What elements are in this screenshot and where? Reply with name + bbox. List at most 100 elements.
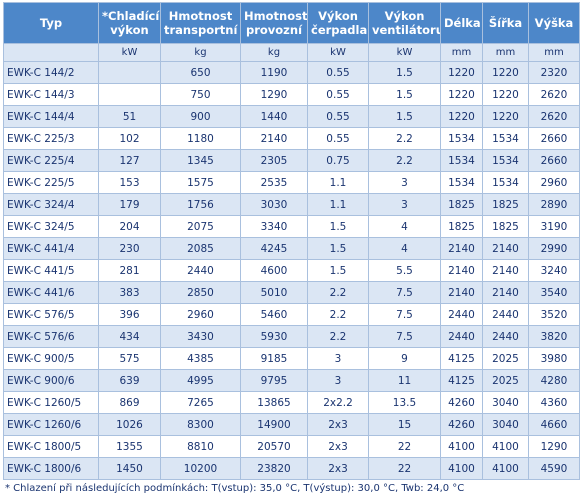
unit-cell: kW xyxy=(368,43,441,62)
data-cell: 7.5 xyxy=(368,281,441,304)
unit-cell: mm xyxy=(528,43,580,62)
data-cell: 4260 xyxy=(440,413,483,436)
data-cell: 2440 xyxy=(160,259,241,282)
data-cell: 127 xyxy=(98,149,161,172)
data-cell: 9795 xyxy=(240,369,308,392)
data-cell: 1190 xyxy=(240,61,308,84)
data-cell: 11 xyxy=(368,369,441,392)
data-cell: EWK-C 900/5 xyxy=(3,347,99,370)
header-cell: Hmotnost transportní xyxy=(160,2,241,44)
header-line: Výška xyxy=(534,16,574,30)
data-cell: 1220 xyxy=(440,61,483,84)
data-cell: EWK-C 225/5 xyxy=(3,171,99,194)
header-cell: Výkon ventilátoru xyxy=(368,2,441,44)
data-cell: 900 xyxy=(160,105,241,128)
data-cell: 2140 xyxy=(240,127,308,150)
data-cell: 1534 xyxy=(440,149,483,172)
data-cell: EWK-C 225/4 xyxy=(3,149,99,172)
data-cell: 2960 xyxy=(528,171,580,194)
data-cell: EWK-C 1800/6 xyxy=(3,457,99,480)
data-cell: 1825 xyxy=(482,193,529,216)
data-cell: 2.2 xyxy=(307,303,369,326)
data-row: EWK-C 441/6 383 2850 5010 2.2 7.5 2140 2140 3540 xyxy=(3,281,580,304)
data-cell: 281 xyxy=(98,259,161,282)
data-cell: 8810 xyxy=(160,435,241,458)
data-row: EWK-C 324/5 204 2075 3340 1.5 4 1825 1825 3190 xyxy=(3,215,580,238)
data-cell: 4360 xyxy=(528,391,580,414)
data-cell: 2305 xyxy=(240,149,308,172)
data-cell: 2.2 xyxy=(307,325,369,348)
data-cell: 1534 xyxy=(482,127,529,150)
data-row: EWK-C 1260/6 1026 8300 14900 2x3 15 4260 3040 46… xyxy=(3,413,580,436)
data-cell: 2620 xyxy=(528,83,580,106)
data-cell: 1534 xyxy=(482,171,529,194)
data-cell: 2140 xyxy=(440,281,483,304)
data-cell: 2.2 xyxy=(368,127,441,150)
data-cell: 1.1 xyxy=(307,171,369,194)
header-cell: *Chladící výkon xyxy=(98,2,161,44)
data-cell: 1345 xyxy=(160,149,241,172)
data-cell: 1.5 xyxy=(307,259,369,282)
data-cell: 1575 xyxy=(160,171,241,194)
header-cell: Šířka xyxy=(482,2,529,44)
data-cell: 230 xyxy=(98,237,161,260)
data-row: EWK-C 1800/5 1355 8810 20570 2x3 22 4100 4100 12… xyxy=(3,435,580,458)
data-cell: 4995 xyxy=(160,369,241,392)
data-cell: 7.5 xyxy=(368,303,441,326)
data-cell: 3540 xyxy=(528,281,580,304)
data-cell: 102 xyxy=(98,127,161,150)
data-cell: 1825 xyxy=(482,215,529,238)
data-cell: 4590 xyxy=(528,457,580,480)
data-cell: 639 xyxy=(98,369,161,392)
data-cell: 1534 xyxy=(440,171,483,194)
unit-cell: kW xyxy=(98,43,161,62)
data-cell: 3190 xyxy=(528,215,580,238)
data-cell: 2x3 xyxy=(307,435,369,458)
data-row: EWK-C 900/5 575 4385 9185 3 9 4125 2025 3980 xyxy=(3,347,580,370)
data-row: EWK-C 441/4 230 2085 4245 1.5 4 2140 2140 2990 xyxy=(3,237,580,260)
data-cell: 3 xyxy=(368,171,441,194)
units-row: kW kg kg kW kW mm mm mm xyxy=(3,43,580,62)
data-cell: 5.5 xyxy=(368,259,441,282)
data-cell: 1220 xyxy=(440,83,483,106)
data-cell: 1.5 xyxy=(307,237,369,260)
data-cell: 2025 xyxy=(482,369,529,392)
data-cell: 51 xyxy=(98,105,161,128)
header-line: transportní xyxy=(164,23,238,37)
data-cell: 2140 xyxy=(440,237,483,260)
data-cell: 23820 xyxy=(240,457,308,480)
unit-cell: mm xyxy=(440,43,483,62)
data-row: EWK-C 900/6 639 4995 9795 3 11 4125 2025 4280 xyxy=(3,369,580,392)
data-cell: 3040 xyxy=(482,391,529,414)
data-row: EWK-C 144/3 750 1290 0.55 1.5 1220 1220 2620 xyxy=(3,83,580,106)
data-cell: 22 xyxy=(368,457,441,480)
data-cell: 153 xyxy=(98,171,161,194)
data-cell: 3 xyxy=(307,347,369,370)
data-cell: 3430 xyxy=(160,325,241,348)
header-cell: Typ xyxy=(3,2,99,44)
data-cell: 1220 xyxy=(482,105,529,128)
data-cell: EWK-C 144/3 xyxy=(3,83,99,106)
data-cell: EWK-C 576/5 xyxy=(3,303,99,326)
data-cell: 1534 xyxy=(440,127,483,150)
data-cell: 2.2 xyxy=(307,281,369,304)
data-row: EWK-C 324/4 179 1756 3030 1.1 3 1825 1825 2890 xyxy=(3,193,580,216)
data-cell: 2440 xyxy=(482,303,529,326)
data-cell: 8300 xyxy=(160,413,241,436)
data-cell: 383 xyxy=(98,281,161,304)
data-row: EWK-C 225/5 153 1575 2535 1.1 3 1534 1534 2960 xyxy=(3,171,580,194)
data-cell: EWK-C 324/4 xyxy=(3,193,99,216)
unit-cell: mm xyxy=(482,43,529,62)
data-cell: EWK-C 900/6 xyxy=(3,369,99,392)
header-line: Výkon xyxy=(318,9,358,23)
data-cell: EWK-C 1800/5 xyxy=(3,435,99,458)
data-cell: 2440 xyxy=(482,325,529,348)
data-cell: 179 xyxy=(98,193,161,216)
data-cell: 7265 xyxy=(160,391,241,414)
data-cell xyxy=(98,83,161,106)
data-cell: EWK-C 441/5 xyxy=(3,259,99,282)
data-cell: 2890 xyxy=(528,193,580,216)
data-cell: 1.1 xyxy=(307,193,369,216)
data-cell xyxy=(98,61,161,84)
data-cell: 1440 xyxy=(240,105,308,128)
